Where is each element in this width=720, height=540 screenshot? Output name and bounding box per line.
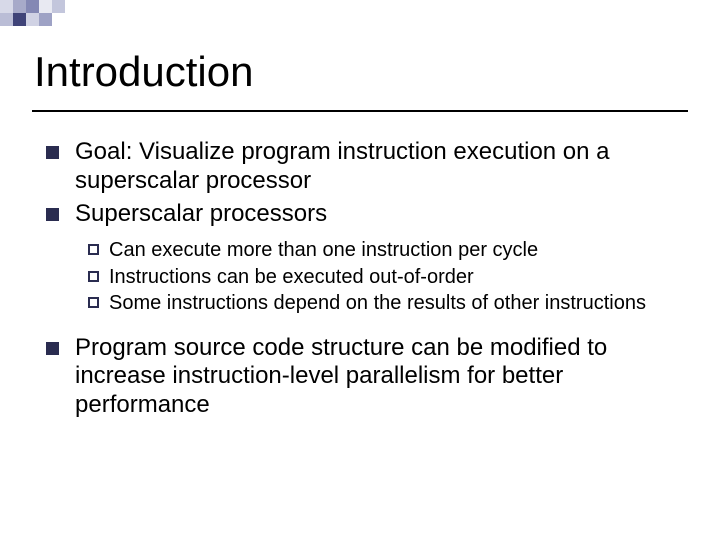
bullet-list: Goal: Visualize program instruction exec…	[40, 138, 680, 420]
square-bullet-icon	[46, 146, 59, 159]
square-bullet-icon	[46, 342, 59, 355]
bullet-text: Superscalar processors	[75, 200, 327, 229]
slide: Introduction Goal: Visualize program ins…	[0, 0, 720, 540]
bullet-level1: Goal: Visualize program instruction exec…	[40, 138, 680, 196]
sub-bullet-text: Some instructions depend on the results …	[109, 291, 646, 315]
slide-title: Introduction	[34, 48, 680, 96]
sub-bullet-text: Instructions can be executed out-of-orde…	[109, 265, 474, 289]
hollow-square-bullet-icon	[88, 297, 99, 308]
bullet-level1: Superscalar processors	[40, 200, 680, 229]
bullet-level2: Some instructions depend on the results …	[40, 291, 680, 315]
sub-bullet-text: Can execute more than one instruction pe…	[109, 238, 538, 262]
sub-bullet-group: Can execute more than one instruction pe…	[40, 238, 680, 315]
bullet-level2: Can execute more than one instruction pe…	[40, 238, 680, 262]
title-underline	[32, 110, 688, 112]
bullet-level2: Instructions can be executed out-of-orde…	[40, 265, 680, 289]
hollow-square-bullet-icon	[88, 271, 99, 282]
hollow-square-bullet-icon	[88, 244, 99, 255]
bullet-text: Program source code structure can be mod…	[75, 334, 680, 420]
bullet-text: Goal: Visualize program instruction exec…	[75, 138, 680, 196]
square-bullet-icon	[46, 208, 59, 221]
bullet-level1: Program source code structure can be mod…	[40, 334, 680, 420]
